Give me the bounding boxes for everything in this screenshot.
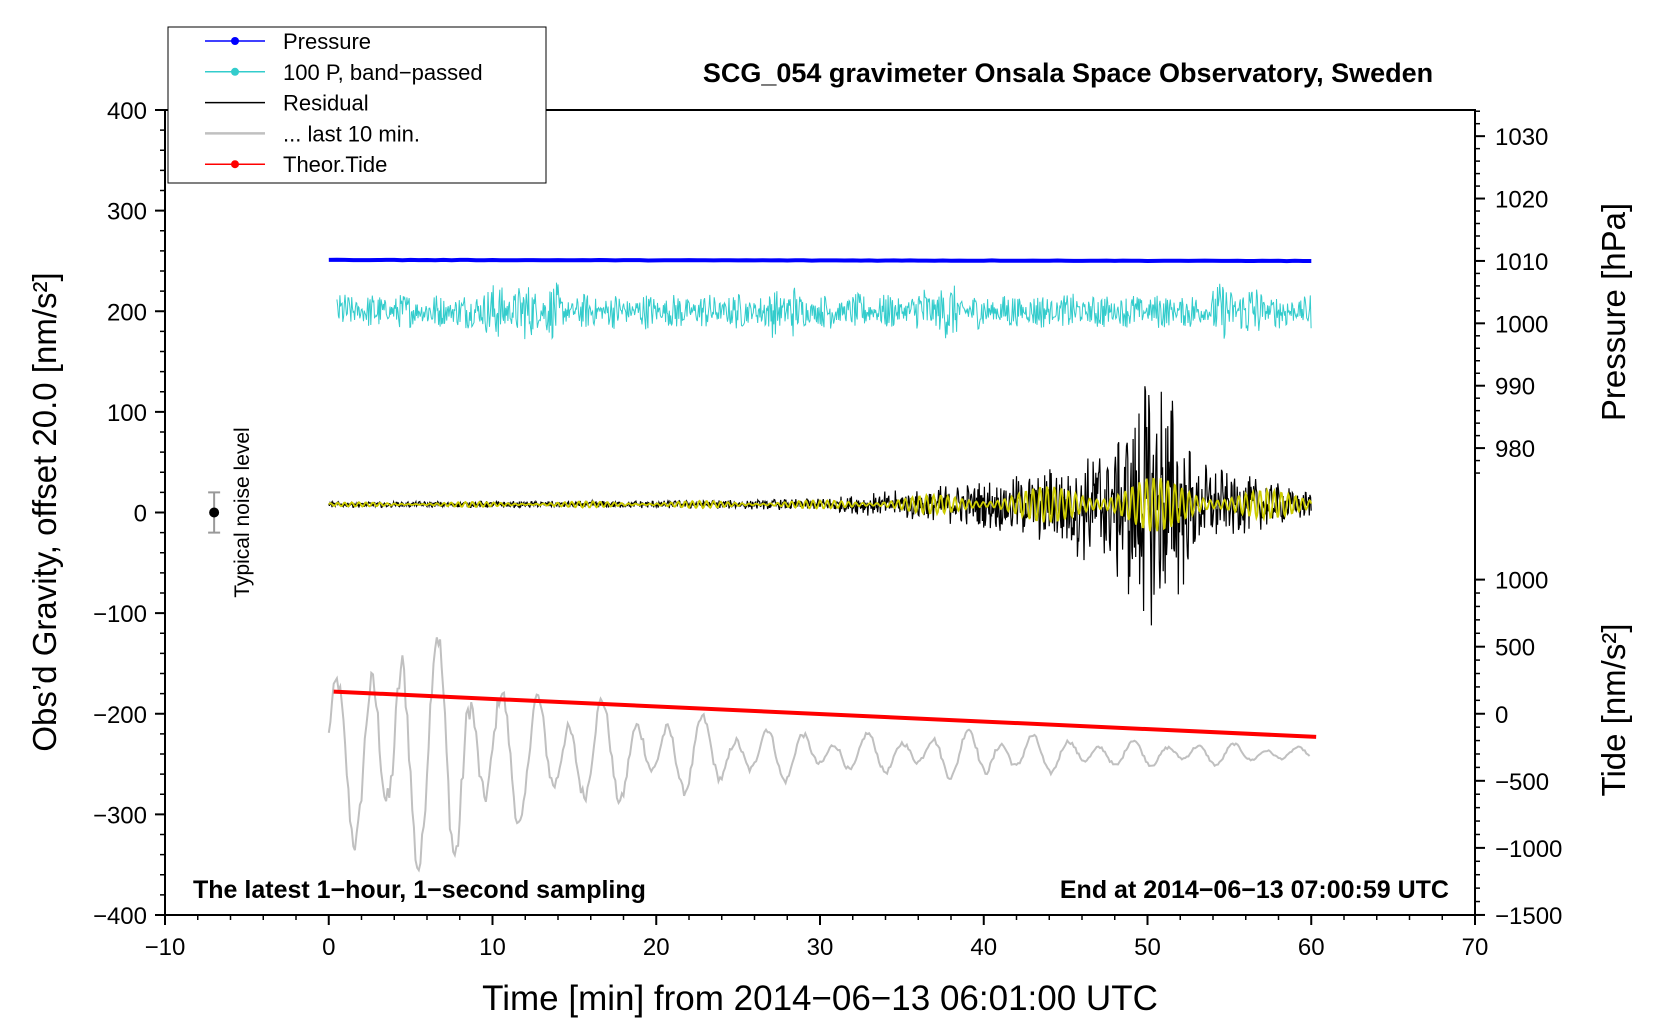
y-tick-label: 300	[107, 199, 147, 226]
y-axis-labels: Obs’d Gravity, offset 20.0 [nm/s²] Pressu…	[26, 203, 1632, 797]
tide-tick-label: 500	[1495, 635, 1535, 662]
series-residual-filtered	[328, 477, 1313, 532]
tide-tick-label: 0	[1495, 702, 1508, 729]
axis-ticks: −10 0 10 20 30 40 50 60 704003002001000−100−200−…	[93, 98, 1562, 961]
y-tick-label: 400	[107, 98, 147, 125]
pressure-tick-label: 1000	[1495, 311, 1548, 338]
legend-label: Theor.Tide	[283, 152, 387, 177]
legend-swatch-marker	[231, 160, 239, 169]
x-axis-label: Time [min] from 2014−06−13 06:01:00 UTC	[482, 979, 1158, 1018]
noise-indicator: Typical noise level	[208, 427, 254, 598]
legend-box	[167, 26, 547, 184]
tide-tick-label: 1000	[1495, 568, 1548, 595]
legend-label: Pressure	[283, 29, 371, 54]
pressure-tick-label: 990	[1495, 374, 1535, 401]
data-series	[327, 257, 1317, 873]
y-tick-label: 200	[107, 299, 147, 326]
y-tick-label: 0	[134, 501, 147, 528]
y-tick-label: −200	[93, 702, 147, 729]
annotation-end-time: End at 2014−06−13 07:00:59 UTC	[1060, 876, 1449, 904]
y-tick-label: −100	[93, 601, 147, 628]
tide-tick-label: −500	[1495, 769, 1549, 796]
x-tick-label: 40	[970, 934, 997, 961]
x-tick-label: −10	[145, 934, 186, 961]
pressure-tick-label: 980	[1495, 436, 1535, 463]
legend-swatch-marker	[231, 37, 239, 45]
annotation-sampling: The latest 1−hour, 1−second sampling	[193, 876, 646, 904]
noise-dot	[209, 507, 220, 518]
chart-title: SCG_054 gravimeter Onsala Space Observat…	[703, 58, 1433, 88]
series-band-passed-pressure	[336, 282, 1312, 341]
y-tick-label: −300	[93, 802, 147, 829]
y-tick-label: −400	[93, 903, 147, 930]
x-tick-label: 10	[479, 934, 506, 961]
noise-level-label: Typical noise level	[231, 427, 254, 597]
x-tick-label: 0	[322, 934, 335, 961]
tide-tick-label: −1000	[1495, 836, 1562, 863]
series-theor-tide	[333, 689, 1317, 739]
pressure-tick-label: 1020	[1495, 187, 1548, 214]
tide-tick-label: −1500	[1495, 903, 1562, 930]
pressure-tick-label: 1010	[1495, 249, 1548, 276]
series-last-10-min	[327, 637, 1311, 873]
x-tick-label: 60	[1298, 934, 1325, 961]
y-axis-label-left: Obs’d Gravity, offset 20.0 [nm/s²]	[26, 272, 63, 751]
legend: Pressure 100 P, band−passed Residual ... la…	[167, 26, 547, 184]
x-tick-label: 20	[643, 934, 670, 961]
legend-label: ... last 10 min.	[283, 121, 420, 146]
legend-label: Residual	[283, 91, 369, 116]
y-axis-label-pressure: Pressure [hPa]	[1595, 203, 1632, 421]
x-tick-label: 70	[1462, 934, 1489, 961]
x-tick-label: 30	[807, 934, 834, 961]
y-tick-label: 100	[107, 400, 147, 427]
x-tick-label: 50	[1134, 934, 1161, 961]
series-pressure	[328, 257, 1312, 264]
pressure-tick-label: 1030	[1495, 124, 1548, 151]
y-axis-label-tide: Tide [nm/s²]	[1595, 624, 1632, 797]
legend-label: 100 P, band−passed	[283, 60, 483, 85]
legend-swatch-marker	[231, 67, 239, 76]
